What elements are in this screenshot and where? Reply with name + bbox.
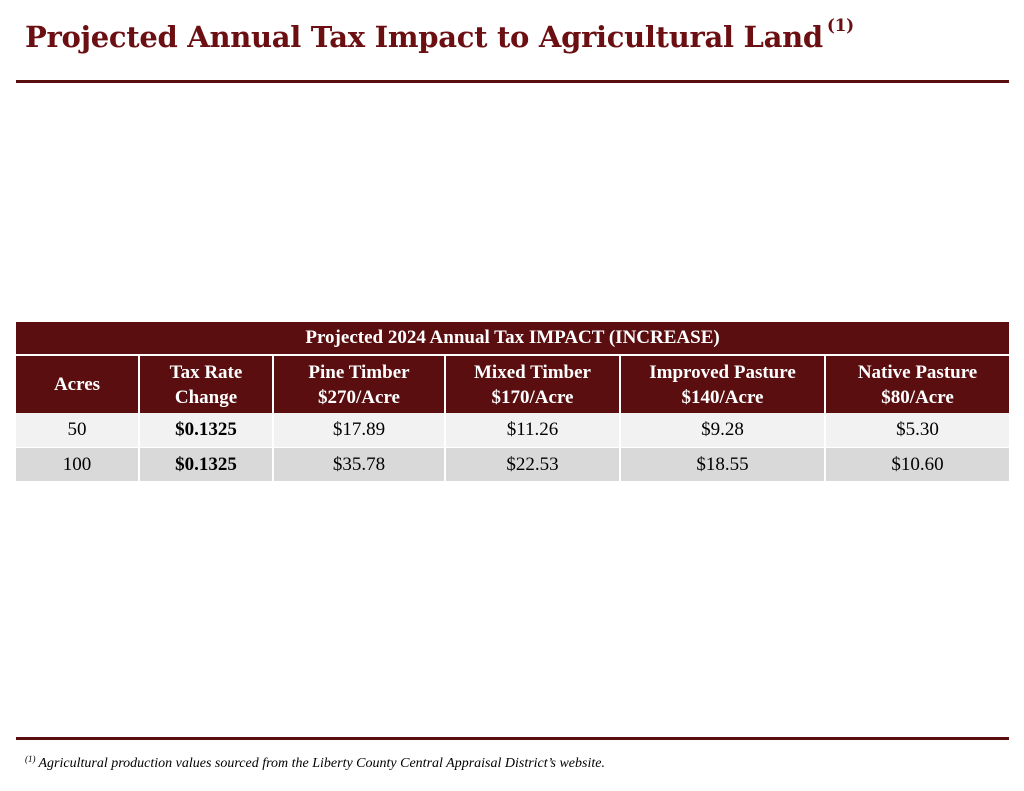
page-title: Projected Annual Tax Impact to Agricultu… bbox=[25, 16, 854, 54]
cell-tax-rate-change: $0.1325 bbox=[139, 413, 274, 448]
cell-mixed-timber: $11.26 bbox=[445, 413, 621, 448]
column-header-tax-rate-change: Tax Rate Change bbox=[139, 355, 274, 413]
table-row: 50 $0.1325 $17.89 $11.26 $9.28 $5.30 bbox=[16, 413, 1010, 448]
column-header-mixed-timber: Mixed Timber $170/Acre bbox=[445, 355, 621, 413]
top-divider bbox=[16, 80, 1009, 83]
page-title-text: Projected Annual Tax Impact to Agricultu… bbox=[25, 20, 823, 54]
cell-improved-pasture: $18.55 bbox=[620, 447, 826, 481]
table-row: 100 $0.1325 $35.78 $22.53 $18.55 $10.60 bbox=[16, 447, 1010, 481]
cell-tax-rate-change: $0.1325 bbox=[139, 447, 274, 481]
column-header-improved-pasture: Improved Pasture $140/Acre bbox=[620, 355, 826, 413]
cell-mixed-timber: $22.53 bbox=[445, 447, 621, 481]
table-banner-row: Projected 2024 Annual Tax IMPACT (INCREA… bbox=[16, 322, 1010, 356]
footnote: (1) Agricultural production values source… bbox=[25, 754, 605, 772]
footnote-marker: (1) bbox=[25, 754, 36, 764]
bottom-divider bbox=[16, 737, 1009, 740]
cell-pine-timber: $17.89 bbox=[273, 413, 446, 448]
footnote-text: Agricultural production values sourced f… bbox=[38, 756, 605, 771]
title-footnote-marker: (1) bbox=[826, 16, 854, 36]
cell-acres: 100 bbox=[16, 447, 140, 481]
column-header-native-pasture: Native Pasture $80/Acre bbox=[825, 355, 1010, 413]
cell-improved-pasture: $9.28 bbox=[620, 413, 826, 448]
table-header-row: Acres Tax Rate Change Pine Timber $270/Acr… bbox=[16, 355, 1010, 413]
column-header-pine-timber: Pine Timber $270/Acre bbox=[273, 355, 446, 413]
cell-native-pasture: $5.30 bbox=[825, 413, 1010, 448]
tax-impact-table: Projected 2024 Annual Tax IMPACT (INCREA… bbox=[16, 322, 1010, 481]
table-banner: Projected 2024 Annual Tax IMPACT (INCREA… bbox=[16, 322, 1010, 356]
cell-acres: 50 bbox=[16, 413, 140, 448]
cell-native-pasture: $10.60 bbox=[825, 447, 1010, 481]
column-header-acres: Acres bbox=[16, 355, 140, 413]
cell-pine-timber: $35.78 bbox=[273, 447, 446, 481]
